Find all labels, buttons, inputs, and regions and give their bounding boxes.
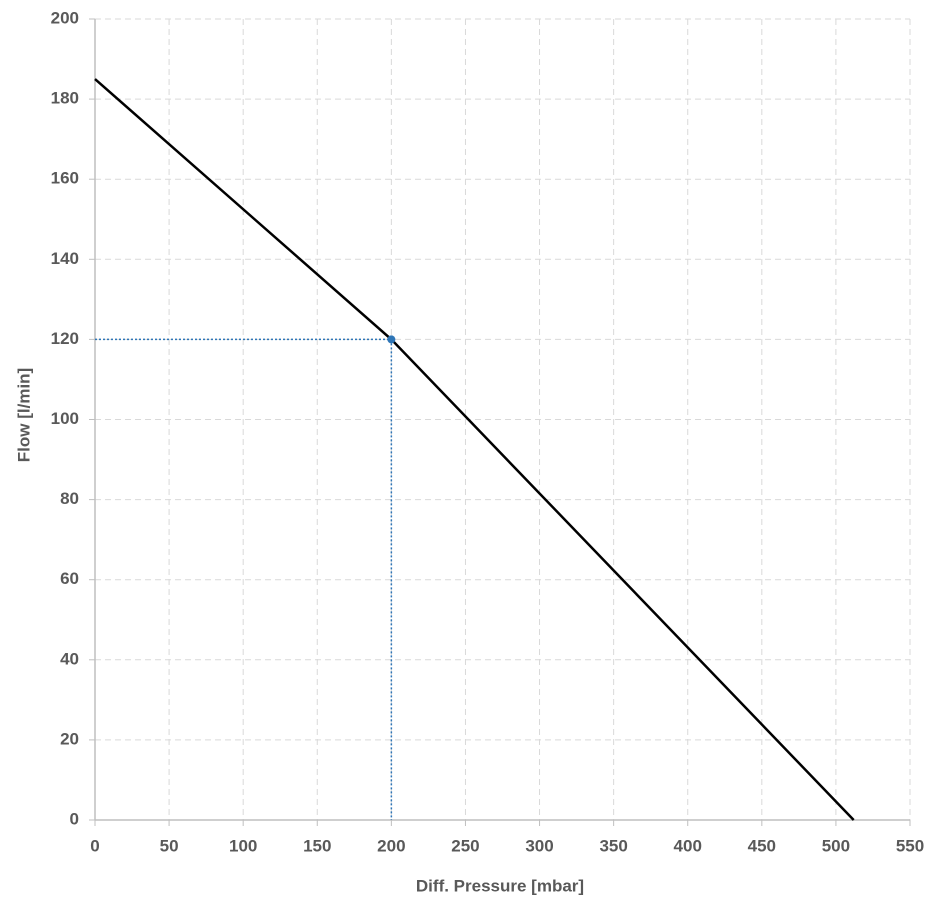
highlight-point [387, 335, 396, 344]
y-tick-label: 100 [51, 409, 79, 428]
y-tick-label: 140 [51, 249, 79, 268]
y-tick-label: 60 [60, 569, 79, 588]
x-tick-label: 200 [377, 836, 405, 855]
y-tick-label: 40 [60, 649, 79, 668]
y-tick-label: 80 [60, 489, 79, 508]
x-axis-label: Diff. Pressure [mbar] [416, 876, 584, 895]
x-tick-label: 250 [451, 836, 479, 855]
y-axis-label: Flow [l/min] [14, 368, 33, 462]
line-series [94, 78, 855, 821]
x-tick-label: 350 [599, 836, 627, 855]
x-tick-label: 100 [229, 836, 257, 855]
y-tick-label: 20 [60, 729, 79, 748]
x-tick-label: 150 [303, 836, 331, 855]
y-tick-label: 120 [51, 329, 79, 348]
x-tick-label: 300 [525, 836, 553, 855]
x-tick-label: 500 [822, 836, 850, 855]
x-tick-label: 400 [674, 836, 702, 855]
y-tick-label: 200 [51, 8, 79, 27]
y-tick-label: 0 [70, 809, 79, 828]
x-tick-label: 450 [748, 836, 776, 855]
x-tick-label: 0 [90, 836, 99, 855]
x-tick-label: 550 [896, 836, 924, 855]
y-tick-label: 180 [51, 89, 79, 108]
x-tick-label: 50 [160, 836, 179, 855]
y-tick-label: 160 [51, 169, 79, 188]
